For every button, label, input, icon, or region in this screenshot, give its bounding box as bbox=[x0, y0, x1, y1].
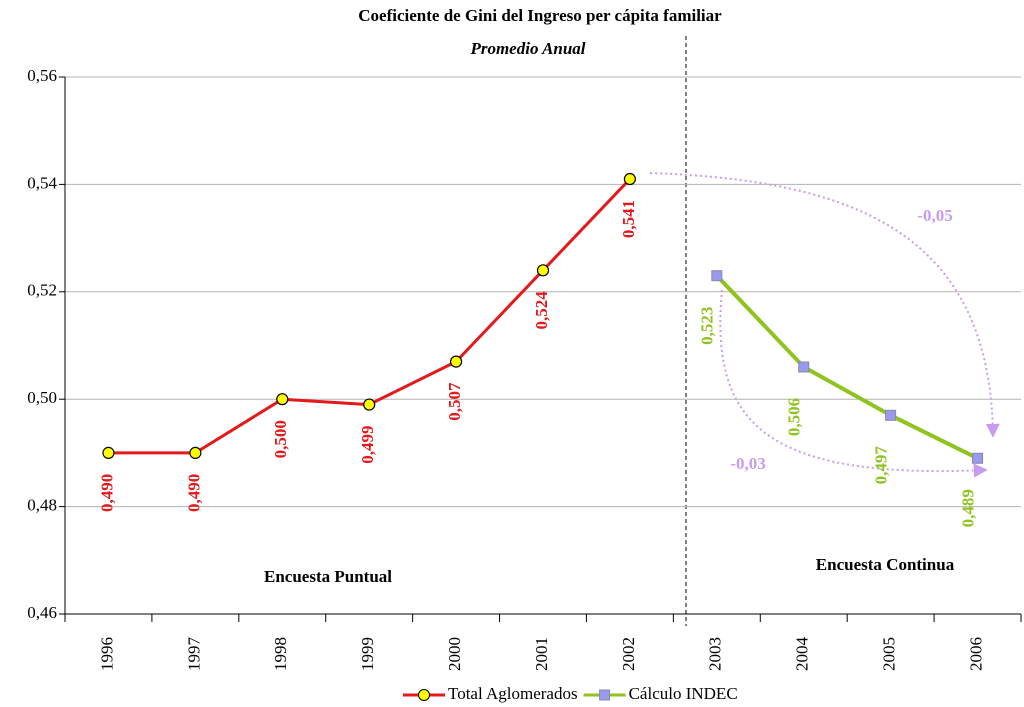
x-tick-label: 1999 bbox=[358, 637, 377, 671]
data-label: 0,489 bbox=[958, 489, 977, 527]
legend-label: Cálculo INDEC bbox=[629, 684, 738, 703]
x-tick-label: 2003 bbox=[706, 637, 725, 671]
legend-marker bbox=[599, 689, 611, 701]
annotation: -0,03 bbox=[730, 454, 765, 473]
marker bbox=[363, 398, 376, 411]
data-label: 0,497 bbox=[872, 446, 891, 485]
x-tick-label: 2002 bbox=[619, 637, 638, 671]
marker bbox=[623, 172, 637, 186]
annotation: Encuesta Puntual bbox=[264, 567, 392, 586]
y-tick-label: 0,46 bbox=[27, 603, 57, 622]
annotation: -0,05 bbox=[917, 206, 952, 225]
x-tick-label: 1998 bbox=[271, 637, 290, 671]
marker bbox=[972, 452, 984, 464]
marker bbox=[276, 393, 289, 406]
marker bbox=[711, 270, 723, 282]
data-label: 0,523 bbox=[698, 307, 717, 345]
x-tick-label: 1997 bbox=[184, 637, 203, 672]
data-label: 0,524 bbox=[532, 291, 551, 330]
line bbox=[715, 274, 979, 461]
annotation: Encuesta Continua bbox=[816, 555, 955, 574]
legend-marker bbox=[418, 689, 430, 701]
data-label: 0,490 bbox=[184, 474, 203, 512]
y-tick-label: 0,52 bbox=[27, 281, 57, 300]
marker bbox=[102, 446, 115, 459]
x-tick-label: 1996 bbox=[97, 637, 116, 671]
data-label: 0,499 bbox=[358, 425, 377, 463]
arrow bbox=[649, 172, 1000, 438]
y-tick-label: 0,50 bbox=[27, 388, 57, 407]
data-label: 0,506 bbox=[785, 398, 804, 436]
legend-label: Total Aglomerados bbox=[448, 684, 578, 703]
x-tick-label: 2004 bbox=[793, 637, 812, 672]
y-tick-label: 0,56 bbox=[27, 66, 57, 85]
y-tick-label: 0,48 bbox=[27, 496, 57, 515]
marker bbox=[189, 446, 202, 459]
arrow bbox=[719, 289, 988, 478]
data-label: 0,507 bbox=[445, 382, 464, 421]
x-tick-label: 2006 bbox=[966, 637, 985, 671]
data-label: 0,541 bbox=[619, 200, 638, 238]
x-tick-label: 2005 bbox=[880, 637, 899, 671]
marker bbox=[536, 264, 550, 277]
marker bbox=[449, 355, 463, 368]
x-tick-label: 2000 bbox=[445, 637, 464, 671]
x-tick-label: 2001 bbox=[532, 637, 551, 671]
data-label: 0,500 bbox=[271, 420, 290, 458]
line bbox=[108, 177, 631, 455]
chart-subtitle: Promedio Anual bbox=[469, 39, 585, 58]
marker bbox=[885, 409, 897, 421]
marker bbox=[798, 361, 810, 373]
y-tick-label: 0,54 bbox=[27, 173, 57, 192]
data-label: 0,490 bbox=[97, 474, 116, 512]
chart-title: Coeficiente de Gini del Ingreso per cápi… bbox=[358, 6, 722, 25]
